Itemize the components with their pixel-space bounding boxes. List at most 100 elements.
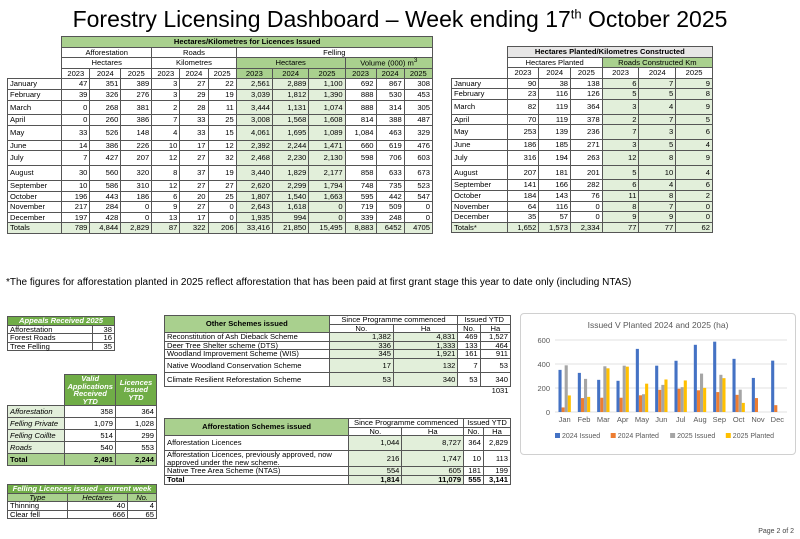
table-cell: 141 xyxy=(506,179,540,191)
bar xyxy=(642,394,646,412)
table-cell: 706 xyxy=(375,150,405,167)
table-cell: 194 xyxy=(538,149,572,166)
table-cell: 6 xyxy=(601,77,640,90)
month-label: April xyxy=(6,114,63,126)
table-cell: 21,850 xyxy=(272,222,310,234)
month-label: Totals* xyxy=(451,221,508,234)
table-row: August 207 181 201 5 10 4 xyxy=(451,164,713,181)
table-cell: 8,727 xyxy=(401,435,465,452)
table-cell: 184 xyxy=(506,189,540,202)
table-cell: 282 xyxy=(570,179,603,191)
y-tick-label: 400 xyxy=(537,360,550,369)
table-cell: 3,008 xyxy=(235,114,274,126)
table-row: April 0 260 386 7 33 25 3,008 1,568 1,608 814 388 48… xyxy=(6,114,434,126)
table-cell: 633 xyxy=(375,165,405,181)
table-cell: 207 xyxy=(506,164,540,181)
table-cell: 10 xyxy=(61,179,91,192)
table-cell: 2 xyxy=(151,99,181,116)
table-cell: 2,244 xyxy=(115,453,157,467)
table-cell: 139 xyxy=(538,124,572,141)
bar xyxy=(693,344,697,412)
table-row: February 23 116 126 5 5 8 xyxy=(451,88,713,100)
table-cell: 603 xyxy=(403,150,434,167)
bar xyxy=(661,384,665,412)
y-tick-label: 200 xyxy=(537,384,550,393)
scheme-label: Woodland Improvement Scheme (WIS) xyxy=(164,349,330,359)
table-cell: 35 xyxy=(506,211,540,223)
applications-table: Valid Applications Received YTD Licences… xyxy=(6,373,157,467)
table-cell: 692 xyxy=(344,78,377,90)
table-cell: 364 xyxy=(463,435,484,452)
table-cell: 4,061 xyxy=(235,124,274,141)
year-header: 2023 xyxy=(601,67,640,79)
table-cell: 329 xyxy=(403,124,434,141)
bar xyxy=(738,389,742,412)
table-cell: 8 xyxy=(638,189,677,202)
page-title: Forestry Licensing Dashboard – Week endi… xyxy=(72,6,728,32)
table-cell: 0 xyxy=(675,200,713,213)
table-cell: 19 xyxy=(207,165,237,181)
table-cell: 1,074 xyxy=(308,99,346,116)
table-row: Tree Felling 35 xyxy=(7,341,116,352)
table-row: Afforestation 358 364 xyxy=(6,405,157,419)
month-label: June xyxy=(451,139,508,151)
month-label: December xyxy=(6,211,63,224)
table-cell: 316 xyxy=(506,149,540,166)
bar xyxy=(619,397,623,412)
bar xyxy=(561,407,565,412)
table-cell: 27 xyxy=(179,78,209,90)
table-cell: 320 xyxy=(120,165,153,181)
table-cell: 196 xyxy=(61,190,91,203)
bar xyxy=(664,379,668,412)
table-cell: 5 xyxy=(601,88,640,100)
bar xyxy=(741,402,745,412)
page-number: Page 2 of 2 xyxy=(758,528,794,535)
table-cell: 340 xyxy=(479,371,512,387)
table-cell: 994 xyxy=(272,211,310,224)
table-cell: 2,643 xyxy=(235,201,274,213)
table-cell: 10 xyxy=(151,139,181,152)
table-cell: 166 xyxy=(538,179,572,191)
table-cell: 1,814 xyxy=(348,474,403,485)
table-cell: 4 xyxy=(638,179,677,191)
table-cell: 268 xyxy=(89,99,122,116)
table-cell: 2,130 xyxy=(308,150,346,167)
table-cell: 27 xyxy=(179,179,209,192)
table-cell: 186 xyxy=(506,139,540,151)
table-cell: 1,540 xyxy=(272,190,310,203)
table-cell: 463 xyxy=(375,124,405,141)
bar xyxy=(696,390,700,412)
table-cell: 161 xyxy=(457,349,481,359)
table-cell: 476 xyxy=(403,139,434,152)
year-header: 2023 xyxy=(235,67,274,80)
table-cell: 299 xyxy=(115,429,157,443)
table-cell: 116 xyxy=(538,88,572,100)
table-cell: 15 xyxy=(207,124,237,141)
table-cell: 11,079 xyxy=(401,474,465,485)
table-cell: 28 xyxy=(179,99,209,116)
table-cell: 35 xyxy=(91,341,116,352)
month-label: October xyxy=(451,189,508,202)
table-cell: 339 xyxy=(344,211,377,224)
table-row: February 39 326 276 3 29 19 3,039 1,812 1,390 888 5… xyxy=(6,88,434,101)
table-cell: 116 xyxy=(538,200,572,213)
table-cell: 789 xyxy=(61,222,91,234)
table-row: Totals 789 4,844 2,829 87 322 206 33,416 21,850 1… xyxy=(6,222,434,234)
x-tick-label: Sep xyxy=(713,415,726,424)
table-cell: 9 xyxy=(638,211,677,223)
table-cell: 0 xyxy=(570,211,603,223)
legend-label: 2024 Planted xyxy=(618,433,659,440)
bar xyxy=(732,358,736,412)
table-cell: 814 xyxy=(344,114,377,126)
table-cell: 1,652 xyxy=(506,221,540,234)
table-cell: 3 xyxy=(151,78,181,90)
table-row: Native Woodland Conservation Scheme 17 132… xyxy=(164,357,512,373)
afforestation-note: *The figures for afforestation planted i… xyxy=(6,277,632,288)
year-header: 2025 xyxy=(403,67,434,80)
table-cell: 1,131 xyxy=(272,99,310,116)
table-cell: 76 xyxy=(570,189,603,202)
scheme-label: Climate Resilient Reforestation Scheme xyxy=(164,371,330,387)
table-cell: 530 xyxy=(375,88,405,101)
table-cell: 7 xyxy=(601,124,640,141)
table-cell: 12 xyxy=(151,179,181,192)
